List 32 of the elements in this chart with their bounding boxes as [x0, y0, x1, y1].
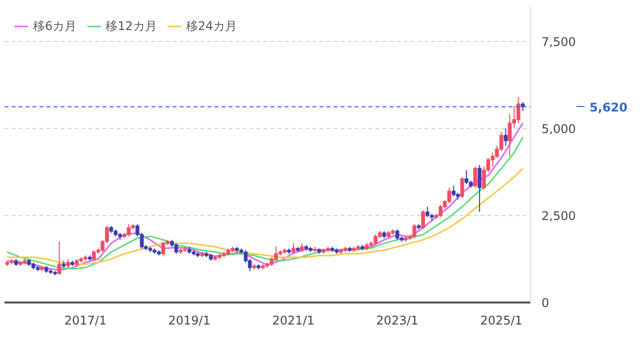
- candlestick: [504, 128, 508, 146]
- y-tick-label: 2,500: [542, 208, 576, 223]
- candlestick: [478, 164, 482, 212]
- legend-label: 移12カ月: [106, 18, 157, 34]
- candlestick: [508, 114, 512, 157]
- candlestick: [412, 224, 416, 239]
- legend-label: 移24カ月: [186, 18, 238, 34]
- legend-label: 移6カ月: [33, 18, 77, 34]
- candlestick: [452, 185, 456, 197]
- candlestick: [291, 242, 296, 254]
- candlestick: [92, 250, 96, 262]
- x-tick-label: 2023/1: [376, 314, 418, 328]
- y-tick-label: 0: [542, 296, 550, 310]
- line-series: [6, 168, 524, 265]
- y-tick-label: 7,500: [542, 34, 576, 49]
- ref-line-label: 5,620: [590, 100, 628, 114]
- candlestick: [395, 228, 400, 240]
- x-tick-label: 2025/1: [480, 314, 522, 328]
- candlestick: [516, 96, 520, 124]
- candlestick: [57, 241, 62, 276]
- candlestick: [460, 176, 464, 199]
- candlestick: [126, 224, 131, 237]
- candlestick: [421, 210, 425, 230]
- candlestick: [161, 241, 166, 256]
- candlestick: [174, 242, 178, 254]
- candlestick: [473, 166, 478, 188]
- x-tick-label: 2017/1: [64, 314, 107, 328]
- y-tick-label: 5,000: [542, 122, 576, 136]
- candlestick: [490, 152, 495, 168]
- x-tick-label: 2021/1: [272, 314, 315, 328]
- x-tick-label: 2019/1: [168, 314, 210, 328]
- candlestick: [447, 187, 452, 204]
